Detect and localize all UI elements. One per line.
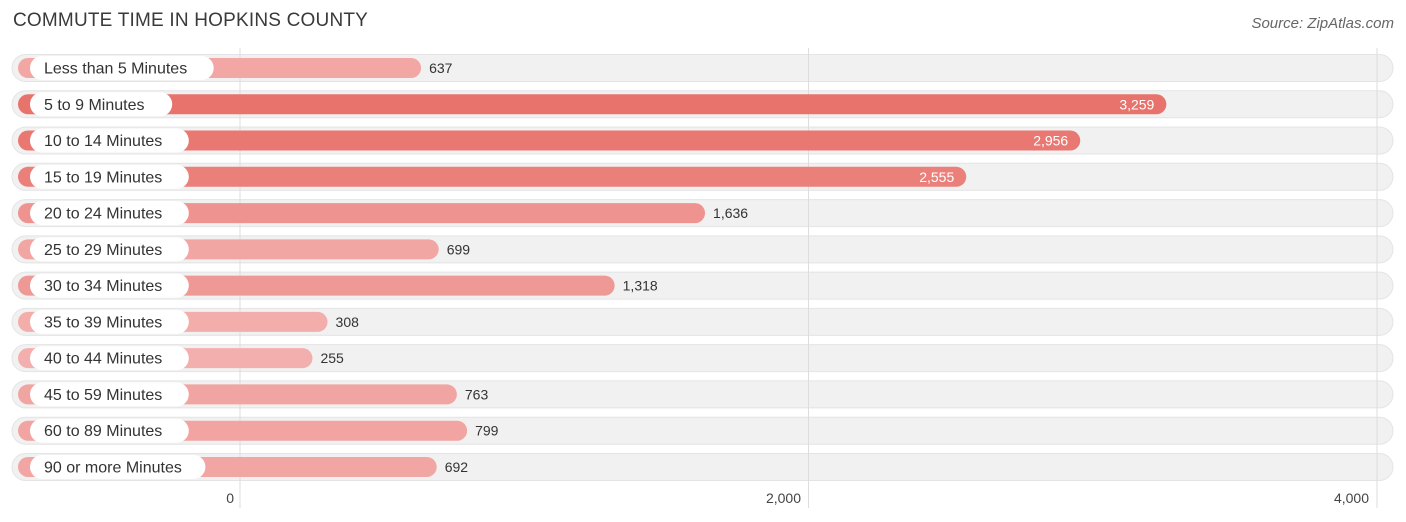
category-pill (30, 128, 189, 153)
x-tick-label: 4,000 (1334, 490, 1369, 506)
x-tick-label: 2,000 (766, 490, 801, 506)
category-pill (30, 273, 189, 298)
value-label: 308 (336, 314, 360, 330)
category-label: 10 to 14 Minutes (44, 133, 162, 150)
category-label: 25 to 29 Minutes (44, 242, 162, 259)
value-label: 3,259 (1119, 96, 1154, 112)
value-label: 1,636 (713, 205, 748, 221)
category-label: 15 to 19 Minutes (44, 169, 162, 186)
value-label: 763 (465, 386, 489, 402)
category-label: Less than 5 Minutes (44, 61, 187, 78)
category-pill (30, 201, 189, 226)
x-tick-label: 0 (226, 490, 234, 506)
category-pill (30, 92, 173, 117)
value-label: 799 (475, 423, 499, 439)
bar (18, 130, 1081, 151)
category-pill (30, 237, 189, 262)
value-label: 692 (445, 459, 469, 475)
category-pill (30, 382, 189, 407)
category-pill (30, 346, 189, 371)
chart-title: COMMUTE TIME IN HOPKINS COUNTY (13, 10, 369, 31)
value-label: 637 (429, 60, 453, 76)
category-label: 90 or more Minutes (44, 459, 182, 476)
chart-source: Source: ZipAtlas.com (1251, 15, 1394, 32)
bar (18, 166, 967, 187)
category-label: 40 to 44 Minutes (44, 351, 162, 368)
value-label: 699 (447, 241, 471, 257)
category-pill (30, 454, 206, 479)
category-pill (30, 418, 189, 443)
category-pill (30, 309, 189, 334)
category-label: 60 to 89 Minutes (44, 423, 162, 440)
category-label: 20 to 24 Minutes (44, 206, 162, 223)
value-label: 2,555 (919, 169, 954, 185)
category-label: 30 to 34 Minutes (44, 278, 162, 295)
category-pill (30, 56, 214, 80)
category-pill (30, 164, 189, 189)
bar (18, 203, 706, 224)
category-label: 5 to 9 Minutes (44, 97, 145, 114)
value-label: 2,956 (1033, 133, 1068, 149)
row-track (11, 344, 1394, 373)
category-label: 45 to 59 Minutes (44, 387, 162, 404)
row-track (11, 307, 1394, 336)
bar (18, 94, 1167, 115)
value-label: 255 (320, 350, 344, 366)
value-label: 1,318 (623, 278, 658, 294)
category-label: 35 to 39 Minutes (44, 314, 162, 331)
